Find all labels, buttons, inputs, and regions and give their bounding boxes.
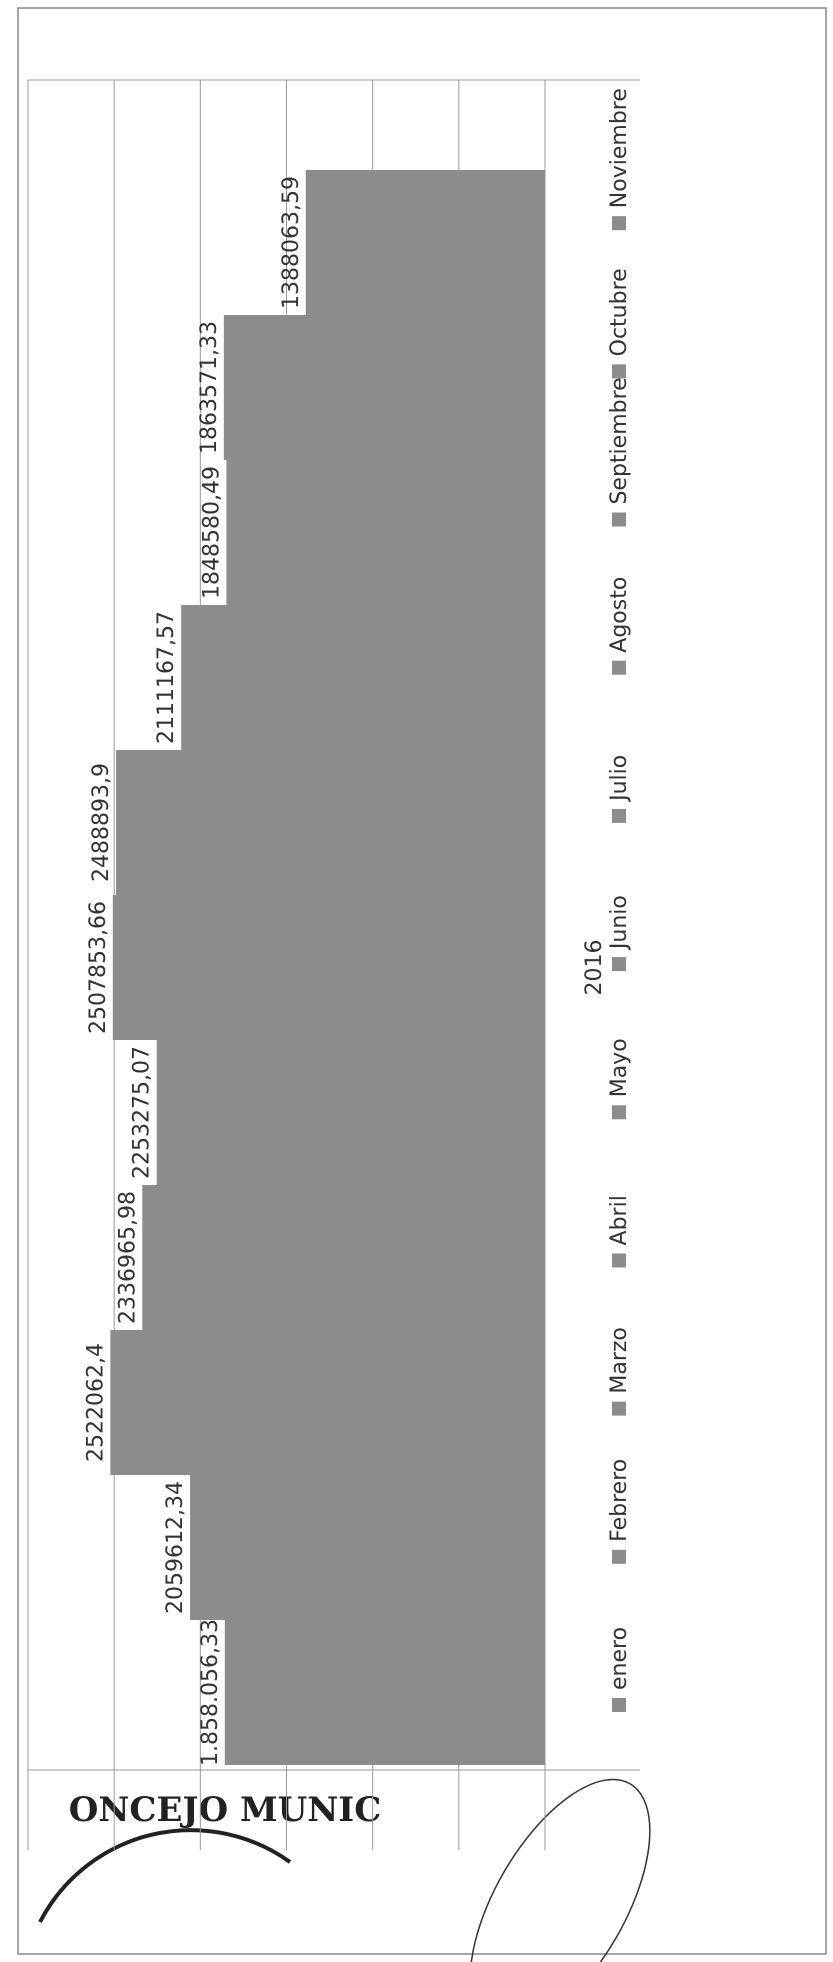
x-tick-label: 2016 bbox=[582, 940, 607, 996]
bar bbox=[156, 1040, 545, 1185]
value-label: 2522062,4 bbox=[83, 1343, 108, 1462]
chart: 1.858.056,33 2059612,34 2522062,4 2336965,9… bbox=[27, 79, 640, 1850]
value-label: 2111167,57 bbox=[154, 611, 179, 744]
value-label: 1388063,59 bbox=[279, 176, 304, 309]
legend-label: Julio bbox=[607, 755, 632, 803]
bar bbox=[224, 1620, 545, 1765]
value-label: 1848580,49 bbox=[199, 466, 224, 599]
bar bbox=[116, 750, 545, 895]
legend-label: Marzo bbox=[607, 1327, 632, 1394]
bar bbox=[181, 605, 546, 750]
legend-swatch bbox=[612, 1698, 626, 1712]
bar bbox=[112, 895, 545, 1040]
stamp-ring bbox=[38, 1828, 292, 1923]
legend-label: Febrero bbox=[607, 1459, 632, 1542]
legend-swatch bbox=[612, 808, 626, 823]
bar bbox=[226, 460, 546, 605]
signature-loop bbox=[469, 1778, 651, 1962]
legend-swatch bbox=[612, 512, 626, 527]
stamp-group: ONCEJO MUNIC bbox=[38, 1790, 382, 1923]
legend-label: Octubre bbox=[607, 268, 632, 356]
legend-label: Mayo bbox=[607, 1038, 632, 1097]
legend-swatch bbox=[612, 1401, 626, 1416]
value-label: 1863571,33 bbox=[197, 321, 222, 454]
value-label: 2507853,66 bbox=[86, 901, 111, 1034]
legend-swatch bbox=[612, 957, 626, 972]
legend-swatch bbox=[612, 1105, 626, 1120]
legend-swatch bbox=[612, 1253, 626, 1268]
legend-swatch bbox=[612, 364, 626, 379]
bar bbox=[190, 1475, 545, 1620]
bar bbox=[110, 1330, 545, 1475]
value-label: 1.858.056,33 bbox=[198, 1619, 223, 1766]
value-label: 2488893,9 bbox=[89, 763, 114, 882]
legend-swatch bbox=[612, 1549, 626, 1564]
legend-swatch bbox=[612, 660, 626, 675]
bar bbox=[305, 170, 545, 315]
legend-label: Junio bbox=[607, 895, 632, 951]
value-label: 2336965,98 bbox=[115, 1191, 140, 1324]
legend-label: Agosto bbox=[607, 577, 632, 653]
legend-swatch bbox=[612, 216, 626, 231]
legend-label: Abril bbox=[607, 1195, 632, 1245]
frame bbox=[17, 7, 827, 1955]
legend-label: Noviembre bbox=[607, 88, 632, 208]
legend-label: Septiembre bbox=[607, 377, 632, 504]
value-label: 2253275,07 bbox=[130, 1046, 155, 1179]
value-label: 2059612,34 bbox=[163, 1481, 188, 1614]
stamp-text: ONCEJO MUNIC bbox=[69, 1790, 382, 1830]
bar bbox=[142, 1185, 546, 1330]
bar bbox=[223, 315, 545, 460]
legend-label: enero bbox=[607, 1627, 632, 1690]
